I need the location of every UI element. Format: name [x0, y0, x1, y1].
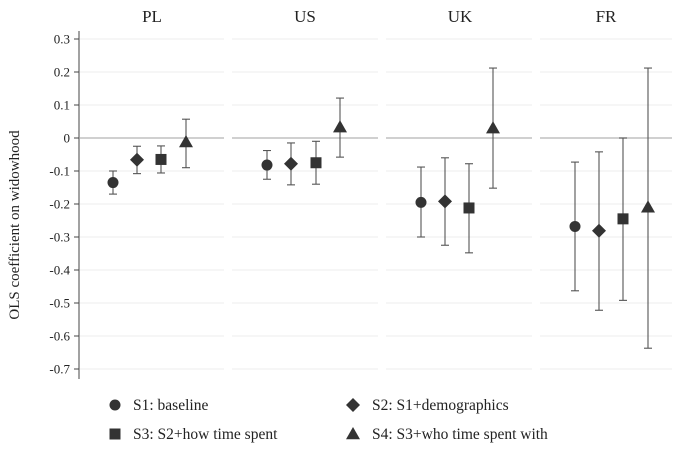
square-point — [155, 153, 167, 165]
estimate-uk-s2 — [438, 157, 452, 246]
circle-point — [107, 177, 119, 189]
legend-item-s3: S3: S2+how time spent — [109, 426, 278, 443]
estimate-us-s4 — [333, 97, 347, 158]
y-tick-label: -0.1 — [49, 164, 70, 179]
legend-item-s2: S2: S1+demographics — [346, 397, 509, 414]
estimate-pl-s2 — [130, 145, 144, 175]
y-tick-label: -0.5 — [49, 296, 70, 311]
y-tick-label: 0 — [64, 131, 71, 146]
panel-title-us: US — [294, 7, 316, 26]
triangle-point — [179, 134, 193, 148]
diamond-point — [438, 194, 452, 209]
legend-circle-icon — [109, 399, 121, 411]
legend-item-s4: S4: S3+who time spent with — [346, 426, 548, 443]
estimate-pl-s4 — [179, 118, 193, 169]
square-point — [310, 157, 322, 169]
legend: S1: baseline S2: S1+demographics S3: S2+ho… — [109, 397, 548, 443]
triangle-point — [486, 121, 500, 134]
legend-label: S1: baseline — [133, 397, 208, 414]
circle-point — [415, 196, 427, 208]
legend-square-icon — [109, 428, 121, 440]
estimate-fr-s3 — [617, 137, 629, 301]
panel-title-uk: UK — [448, 7, 473, 26]
triangle-point — [333, 120, 347, 133]
legend-label: S2: S1+demographics — [372, 397, 509, 414]
estimate-fr-s2 — [592, 151, 606, 311]
circle-point — [261, 159, 273, 171]
legend-diamond-icon — [346, 398, 360, 412]
y-axis-label: OLS coefficient on widowhood — [7, 130, 23, 320]
y-tick-label: -0.6 — [49, 329, 70, 344]
estimate-fr-s4 — [641, 67, 655, 349]
data-marks — [107, 67, 655, 349]
triangle-point — [641, 200, 655, 213]
estimate-uk-s3 — [463, 163, 475, 254]
panel-title-pl: PL — [142, 7, 162, 26]
y-tick-label: -0.2 — [49, 197, 70, 212]
legend-item-s1: S1: baseline — [109, 397, 208, 414]
y-tick-label: -0.7 — [49, 362, 70, 377]
y-tick-label: 0.1 — [54, 98, 70, 113]
estimate-us-s1 — [261, 149, 273, 180]
square-point — [617, 213, 629, 225]
diamond-point — [592, 223, 606, 238]
estimate-us-s2 — [284, 142, 298, 186]
diamond-point — [284, 156, 298, 171]
estimate-pl-s1 — [107, 170, 119, 195]
estimate-uk-s1 — [415, 166, 427, 238]
y-axis: 0.3 0.2 0.1 0 -0.1 -0.2 -0.3 -0.4 -0.5 -0.6 -0.7 — [49, 31, 80, 379]
estimate-uk-s4 — [486, 67, 500, 189]
grid — [80, 38, 672, 370]
estimate-fr-s1 — [569, 161, 581, 292]
y-tick-label: -0.3 — [49, 230, 70, 245]
panel-titles: PL US UK FR — [142, 7, 617, 26]
legend-label: S4: S3+who time spent with — [372, 426, 548, 443]
estimate-pl-s3 — [155, 145, 167, 174]
estimate-us-s3 — [310, 140, 322, 185]
y-tick-label: 0.2 — [54, 65, 70, 80]
legend-label: S3: S2+how time spent — [133, 426, 278, 443]
legend-triangle-icon — [346, 427, 360, 440]
diamond-point — [130, 152, 144, 167]
y-tick-label: 0.3 — [54, 32, 70, 47]
square-point — [463, 202, 475, 214]
y-tick-label: -0.4 — [49, 263, 70, 278]
panel-title-fr: FR — [596, 7, 617, 26]
circle-point — [569, 220, 581, 232]
